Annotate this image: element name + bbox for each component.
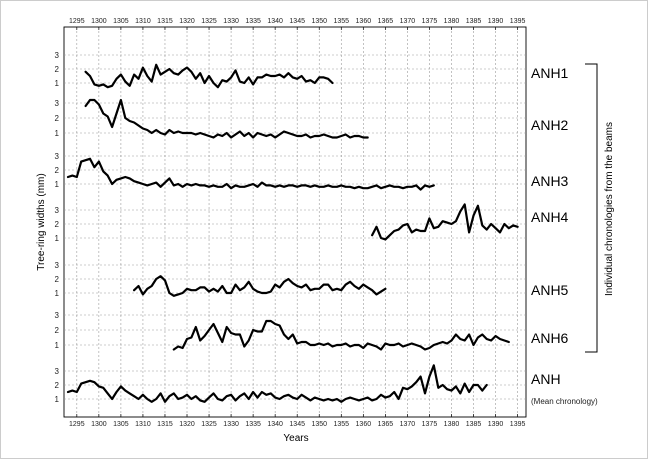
y-tick-label: 2 bbox=[55, 114, 60, 123]
x-tick-label-bottom: 1360 bbox=[356, 421, 372, 428]
x-tick-label-top: 1295 bbox=[69, 18, 85, 25]
x-tick-label-bottom: 1340 bbox=[267, 421, 283, 428]
x-tick-label-top: 1360 bbox=[356, 18, 372, 25]
y-axis-title: Tree-ring widths (mm) bbox=[36, 173, 47, 270]
x-tick-label-bottom: 1380 bbox=[444, 421, 460, 428]
x-tick-label-bottom: 1320 bbox=[179, 421, 195, 428]
series-label-anh4: ANH4 bbox=[531, 209, 569, 225]
series-line-anh bbox=[66, 364, 488, 403]
y-tick-label: 2 bbox=[55, 326, 60, 335]
y-tick-label: 2 bbox=[55, 381, 60, 390]
x-tick-label-bottom: 1375 bbox=[422, 421, 438, 428]
x-tick-label-top: 1395 bbox=[510, 18, 526, 25]
x-tick-label-bottom: 1330 bbox=[223, 421, 239, 428]
x-tick-label-bottom: 1335 bbox=[245, 421, 261, 428]
series-sublabel: (Mean chronology) bbox=[531, 397, 598, 406]
y-tick-label: 2 bbox=[55, 166, 60, 175]
x-tick-label-top: 1385 bbox=[466, 18, 482, 25]
x-tick-label-top: 1390 bbox=[488, 18, 504, 25]
y-tick-label: 1 bbox=[55, 129, 60, 138]
y-tick-label: 3 bbox=[55, 261, 60, 270]
x-tick-label-bottom: 1385 bbox=[466, 421, 482, 428]
grid bbox=[64, 27, 526, 417]
x-tick-label-top: 1340 bbox=[267, 18, 283, 25]
x-tick-label-bottom: 1350 bbox=[311, 421, 327, 428]
x-tick-label-top: 1335 bbox=[245, 18, 261, 25]
y-tick-label: 3 bbox=[55, 152, 60, 161]
series-label-anh: ANH bbox=[531, 371, 561, 387]
series-labels: ANH1 ANH2 ANH3 ANH4 ANH5 ANH6 ANH (Mean chronol… bbox=[531, 65, 598, 406]
right-axis-title: Individual chronologies from the beams bbox=[604, 122, 615, 296]
y-tick-label: 3 bbox=[55, 367, 60, 376]
x-tick-label-top: 1305 bbox=[113, 18, 129, 25]
series-label-anh1: ANH1 bbox=[531, 65, 569, 81]
x-tick-label-top: 1365 bbox=[378, 18, 394, 25]
series-label-anh5: ANH5 bbox=[531, 282, 569, 298]
x-tick-label-bottom: 1355 bbox=[333, 421, 349, 428]
y-tick-label: 3 bbox=[55, 99, 60, 108]
y-tick-label: 1 bbox=[55, 395, 60, 404]
x-tick-label-top: 1345 bbox=[289, 18, 305, 25]
y-tick-label: 3 bbox=[55, 51, 60, 60]
y-tick-label: 2 bbox=[55, 220, 60, 229]
x-tick-label-top: 1300 bbox=[91, 18, 107, 25]
series-line-anh3 bbox=[66, 157, 435, 191]
y-tick-label: 1 bbox=[55, 180, 60, 189]
y-tick-label: 3 bbox=[55, 206, 60, 215]
x-tick-label-bottom: 1345 bbox=[289, 421, 305, 428]
series-line-anh2 bbox=[84, 98, 369, 139]
x-tick-label-top: 1325 bbox=[201, 18, 217, 25]
series-line-anh4 bbox=[371, 203, 519, 241]
x-tick-label-bottom: 1305 bbox=[113, 421, 129, 428]
series-line-anh5 bbox=[133, 275, 387, 297]
x-tick-label-bottom: 1365 bbox=[378, 421, 394, 428]
x-tick-label-top: 1370 bbox=[400, 18, 416, 25]
series-label-anh3: ANH3 bbox=[531, 173, 569, 189]
y-tick-label: 3 bbox=[55, 311, 60, 320]
y-tick-label: 1 bbox=[55, 234, 60, 243]
x-tick-label-top: 1380 bbox=[444, 18, 460, 25]
x-tick-label-bottom: 1325 bbox=[201, 421, 217, 428]
x-tick-label-top: 1310 bbox=[135, 18, 151, 25]
y-tick-label: 2 bbox=[55, 65, 60, 74]
x-tick-label-bottom: 1295 bbox=[69, 421, 85, 428]
x-tick-label-top: 1330 bbox=[223, 18, 239, 25]
x-tick-label-bottom: 1315 bbox=[157, 421, 173, 428]
x-axis-title: Years bbox=[283, 433, 308, 444]
x-tick-label-bottom: 1395 bbox=[510, 421, 526, 428]
x-tick-label-bottom: 1390 bbox=[488, 421, 504, 428]
series-label-anh6: ANH6 bbox=[531, 330, 569, 346]
y-tick-label: 1 bbox=[55, 289, 60, 298]
x-tick-label-top: 1320 bbox=[179, 18, 195, 25]
x-tick-label-top: 1355 bbox=[333, 18, 349, 25]
plot-area bbox=[63, 26, 527, 418]
right-bracket bbox=[585, 63, 598, 353]
x-tick-label-bottom: 1370 bbox=[400, 421, 416, 428]
x-tick-label-bottom: 1300 bbox=[91, 421, 107, 428]
series-line-anh1 bbox=[84, 63, 334, 89]
y-tick-label: 1 bbox=[55, 79, 60, 88]
y-tick-label: 2 bbox=[55, 275, 60, 284]
x-tick-label-bottom: 1310 bbox=[135, 421, 151, 428]
series-label-anh2: ANH2 bbox=[531, 117, 569, 133]
y-tick-label: 1 bbox=[55, 341, 60, 350]
series-lines bbox=[66, 63, 519, 403]
x-tick-label-top: 1350 bbox=[311, 18, 327, 25]
x-tick-label-top: 1315 bbox=[157, 18, 173, 25]
x-tick-label-top: 1375 bbox=[422, 18, 438, 25]
tick-labels: 1295 1295 1300 1300 1305 1305 1310 1310 1315 1315… bbox=[55, 18, 526, 428]
series-line-anh6 bbox=[172, 319, 510, 351]
